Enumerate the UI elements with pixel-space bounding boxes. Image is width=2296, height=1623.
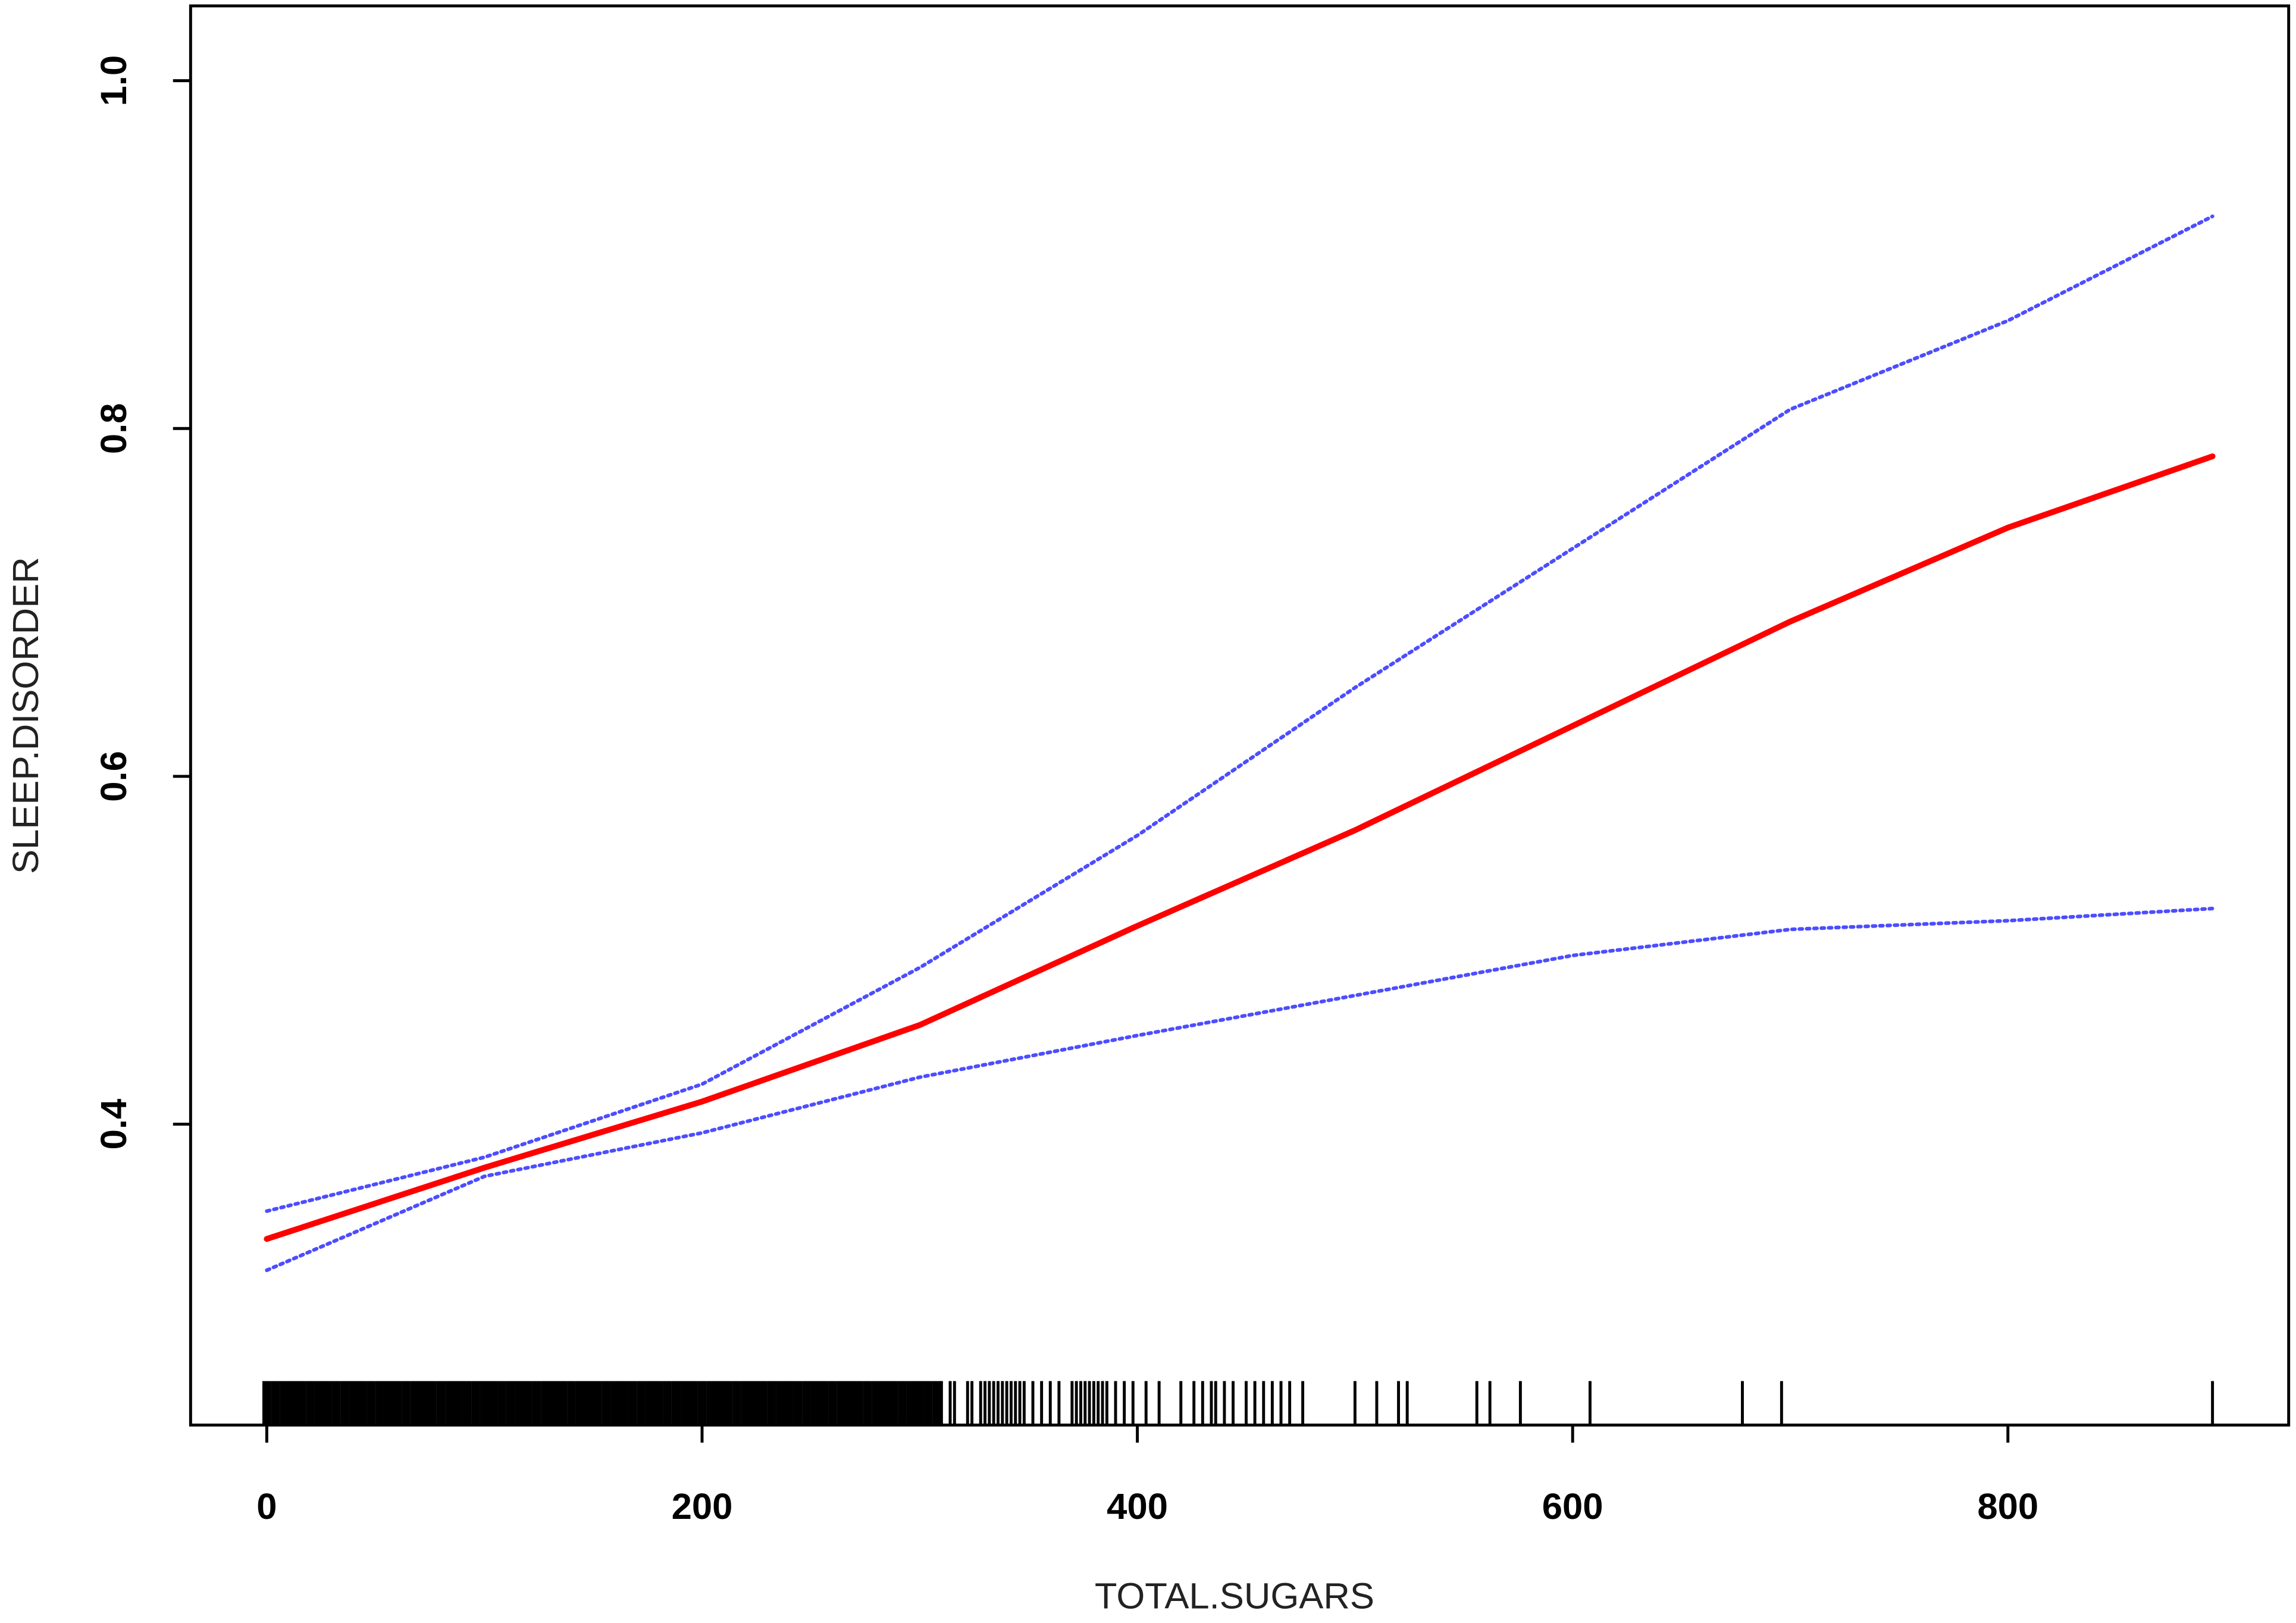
y-tick-label: 1.0 bbox=[93, 55, 134, 106]
series-line bbox=[265, 214, 2214, 1213]
x-tick-label: 0 bbox=[256, 1486, 277, 1527]
series-line bbox=[265, 906, 2214, 1273]
x-tick-label: 400 bbox=[1107, 1486, 1168, 1527]
plot-frame bbox=[189, 4, 2291, 1427]
x-tick-label: 800 bbox=[1977, 1486, 2038, 1527]
y-axis-label: SLEEP.DISORDER bbox=[5, 557, 46, 874]
x-axis-label: TOTAL.SUGARS bbox=[1095, 1575, 1374, 1616]
y-tick-label: 0.8 bbox=[93, 403, 134, 454]
series-line bbox=[264, 453, 2216, 1242]
x-tick-label: 600 bbox=[1542, 1486, 1603, 1527]
y-tick-label: 0.4 bbox=[93, 1099, 134, 1150]
y-tick-label: 0.6 bbox=[93, 751, 134, 802]
x-tick-label: 200 bbox=[672, 1486, 733, 1527]
